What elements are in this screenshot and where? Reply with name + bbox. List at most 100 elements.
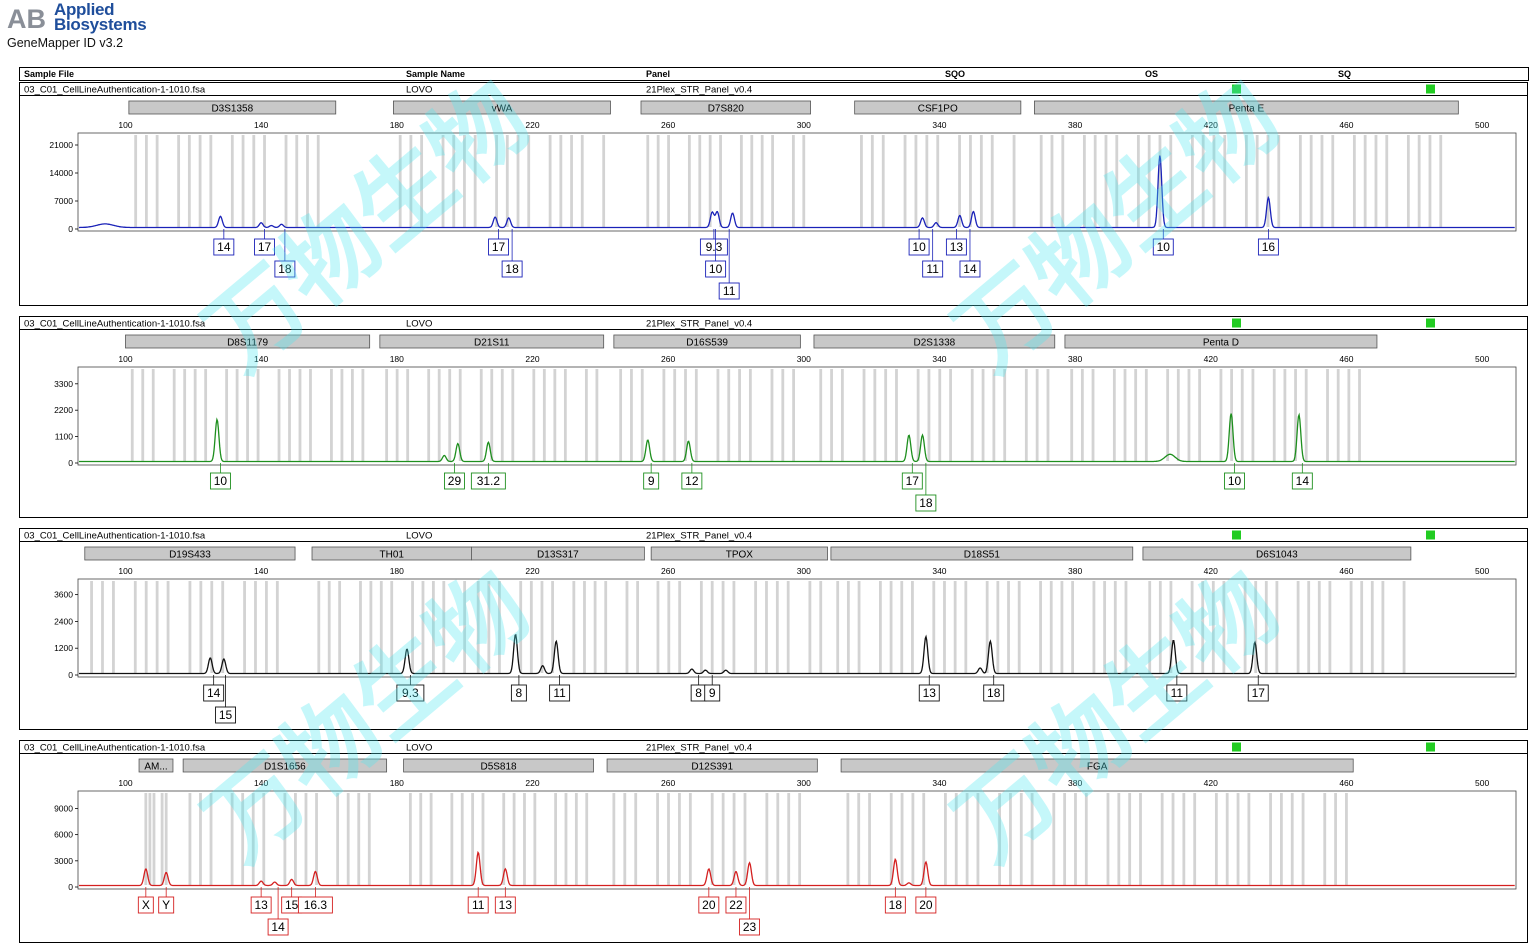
allele-label: 11 [926,262,939,276]
allele-bin [808,581,812,673]
sample-file-value: 03_C01_CellLineAuthentication-1-1010.fsa [24,319,206,330]
allele-bin [771,135,774,227]
marker-bar [1142,546,1412,561]
allele-bin [1320,135,1324,227]
y-tick-label: 6000 [54,830,73,840]
col-os[interactable]: OS [1145,69,1159,79]
allele-bin [1190,581,1194,673]
y-tick-label: 0 [68,670,73,680]
col-sq[interactable]: SQ [1338,69,1352,79]
allele-bin [471,793,475,885]
sq-status-indicator [1426,84,1435,94]
allele-bin [463,135,466,227]
marker-bar [640,100,811,115]
electropherogram-panel-red: 03_C01_CellLineAuthentication-1-1010.fsa… [19,740,1528,943]
allele-label-box [983,684,1005,702]
allele-bin [1169,135,1173,227]
allele-bin [970,369,974,461]
allele-label-box [884,896,906,914]
allele-bin [1336,369,1340,461]
allele-bin [1012,135,1016,227]
allele-bin [144,793,148,885]
col-sample-file[interactable]: Sample File [24,69,75,79]
allele-bin [938,369,942,461]
allele-bin [775,581,779,673]
allele-bin [981,369,985,461]
allele-bin [1360,581,1364,673]
allele-bin [992,369,996,461]
allele-bin [732,793,736,885]
allele-bin [315,793,318,885]
allele-bin [721,581,725,673]
allele-bin [1254,581,1258,673]
allele-bin [998,793,1002,885]
allele-bin [490,369,494,461]
allele-bin [1171,793,1175,885]
allele-bin [656,135,660,227]
marker-name: D21S11 [474,338,510,349]
allele-bin [760,135,764,227]
allele-bin [298,369,302,461]
allele-label: 20 [702,898,716,912]
sample-file-value: 03_C01_CellLineAuthentication-1-1010.fsa [24,531,206,542]
allele-bin [776,793,780,885]
x-tick-label: 300 [797,778,811,788]
allele-bin [819,581,823,673]
allele-label-box [1291,472,1313,490]
allele-bin [1009,793,1012,885]
allele-bin [667,135,670,227]
allele-bin [1147,135,1151,227]
svg-text:AB: AB [7,4,46,33]
allele-bin [1244,135,1248,227]
allele-bin [262,793,266,885]
allele-bin [1317,581,1321,673]
allele-bin [1115,135,1119,227]
allele-bin [441,135,445,227]
allele-bin [1158,135,1162,227]
os-status-indicator [1232,318,1241,328]
x-tick-label: 180 [390,354,404,364]
col-panel[interactable]: Panel [646,69,671,79]
allele-label-box [158,896,175,914]
marker-name: Penta D [1203,338,1239,349]
allele-bin [210,581,214,673]
allele-bin [317,581,321,673]
x-tick-label: 380 [1068,566,1082,576]
allele-bin [235,369,239,461]
col-sqo[interactable]: SQO [945,69,966,79]
allele-bin [409,135,413,227]
y-tick-label: 0 [68,458,73,468]
allele-bin [1198,369,1202,461]
allele-bin [667,581,671,673]
marker-name: D3S1358 [211,104,253,115]
allele-bin [542,369,546,461]
allele-bin [1331,135,1335,227]
x-tick-label: 340 [932,566,946,576]
allele-bin [554,793,558,885]
allele-label-box [643,472,660,490]
col-sample-name[interactable]: Sample Name [406,69,466,79]
allele-label-box [203,684,225,702]
sample-file-value: 03_C01_CellLineAuthentication-1-1010.fsa [24,85,206,96]
allele-bin [743,793,747,885]
allele-bin [798,793,802,885]
allele-bin [944,793,947,885]
allele-bin [398,135,402,227]
allele-bin [996,581,1000,673]
report-header: AB Applied Biosystems GeneMapper ID v3.2 [0,0,1534,64]
allele-bin [583,581,586,673]
y-tick-label: 0 [68,224,73,234]
trace-line [79,155,1515,229]
allele-bin [1070,369,1074,461]
allele-bin [421,581,425,673]
allele-bin [90,581,93,673]
allele-label: 13 [254,898,268,912]
allele-label: 14 [1296,474,1310,488]
allele-bin [1104,135,1108,227]
allele-label-box [908,238,930,256]
allele-bin [130,369,134,461]
x-tick-label: 140 [254,778,268,788]
allele-bin [1080,369,1084,461]
allele-label: 8 [695,686,702,700]
allele-bin [979,135,983,227]
